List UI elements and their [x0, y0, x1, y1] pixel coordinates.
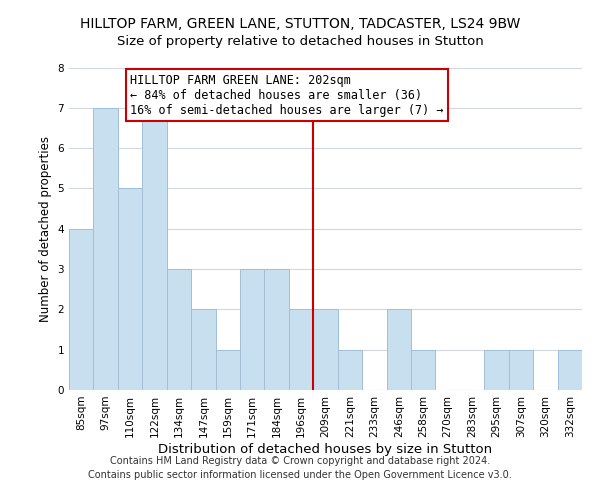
Bar	[94, 108, 118, 390]
X-axis label: Distribution of detached houses by size in Stutton: Distribution of detached houses by size …	[158, 442, 493, 456]
Bar	[142, 108, 167, 390]
Bar	[240, 269, 265, 390]
Bar	[69, 229, 94, 390]
Bar	[215, 350, 240, 390]
Bar	[265, 269, 289, 390]
Y-axis label: Number of detached properties: Number of detached properties	[39, 136, 52, 322]
Bar	[289, 310, 313, 390]
Bar	[338, 350, 362, 390]
Bar	[386, 310, 411, 390]
Bar	[484, 350, 509, 390]
Bar	[191, 310, 215, 390]
Bar	[167, 269, 191, 390]
Text: HILLTOP FARM GREEN LANE: 202sqm
← 84% of detached houses are smaller (36)
16% of: HILLTOP FARM GREEN LANE: 202sqm ← 84% of…	[130, 74, 443, 116]
Text: Size of property relative to detached houses in Stutton: Size of property relative to detached ho…	[116, 35, 484, 48]
Text: Contains HM Land Registry data © Crown copyright and database right 2024.
Contai: Contains HM Land Registry data © Crown c…	[88, 456, 512, 480]
Bar	[313, 310, 338, 390]
Bar	[118, 188, 142, 390]
Bar	[557, 350, 582, 390]
Bar	[509, 350, 533, 390]
Text: HILLTOP FARM, GREEN LANE, STUTTON, TADCASTER, LS24 9BW: HILLTOP FARM, GREEN LANE, STUTTON, TADCA…	[80, 18, 520, 32]
Bar	[411, 350, 436, 390]
